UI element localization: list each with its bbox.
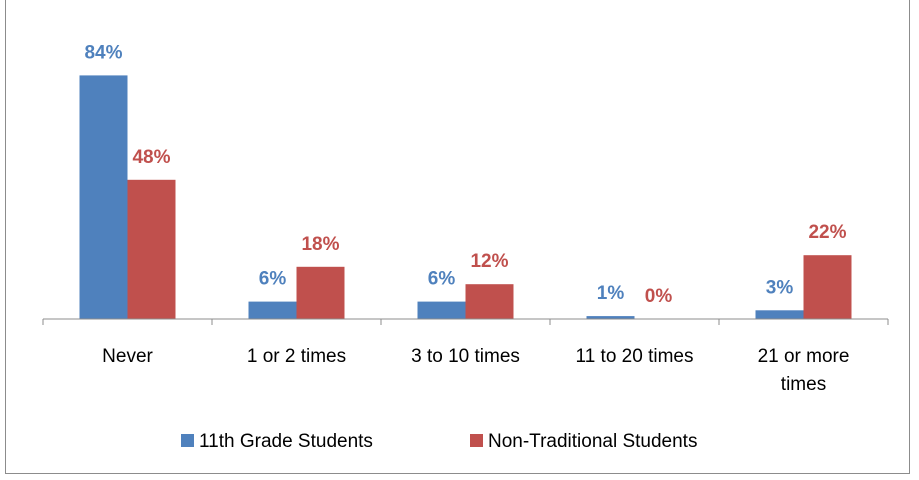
bar-series1 [586, 316, 635, 319]
data-label: 0% [645, 286, 673, 307]
bar-series1 [248, 301, 297, 319]
x-tick-label: 3 to 10 times [411, 346, 520, 367]
bar-series1 [755, 310, 804, 319]
legend-label: 11th Grade Students [199, 431, 373, 452]
bars-group [79, 75, 852, 320]
legend: 11th Grade Students Non-Traditional Stude… [181, 431, 697, 452]
bar-series2 [465, 284, 514, 319]
x-axis [42, 318, 889, 325]
x-tick-label-line: Never [102, 346, 153, 367]
x-tick-label-line: 3 to 10 times [411, 346, 520, 367]
data-label: 6% [428, 269, 456, 290]
data-labels-group: 84% 48% 6% 18% 6% 12% 1% 0% 3% 22% [84, 42, 846, 307]
x-tick-label-line: times [781, 374, 826, 395]
x-tick-label: 1 or 2 times [247, 346, 346, 367]
data-label: 12% [470, 251, 508, 272]
legend-swatch [181, 434, 194, 447]
category-labels-group: Never 1 or 2 times 3 to 10 times 11 to 20 t… [102, 346, 849, 395]
x-tick-label-line: 11 to 20 times [576, 346, 694, 367]
x-tick-label: 11 to 20 times [576, 346, 694, 367]
bar-series1 [79, 75, 128, 320]
bar-series2 [296, 266, 345, 319]
legend-label: Non-Traditional Students [488, 431, 697, 452]
legend-swatch [470, 434, 483, 447]
data-label: 3% [766, 277, 794, 298]
data-label: 48% [132, 147, 170, 168]
x-tick-label-line: 1 or 2 times [247, 346, 346, 367]
x-tick-label-line: 21 or more [758, 346, 850, 367]
data-label: 6% [259, 269, 287, 290]
bar-series2 [127, 179, 176, 319]
x-tick-label: Never [102, 346, 153, 367]
data-label: 84% [84, 42, 122, 63]
x-tick-label: 21 or more times [758, 346, 850, 395]
data-label: 22% [808, 222, 846, 243]
bar-series2 [803, 255, 852, 319]
data-label: 1% [597, 283, 625, 304]
data-label: 18% [301, 234, 339, 255]
bar-series1 [417, 301, 466, 319]
